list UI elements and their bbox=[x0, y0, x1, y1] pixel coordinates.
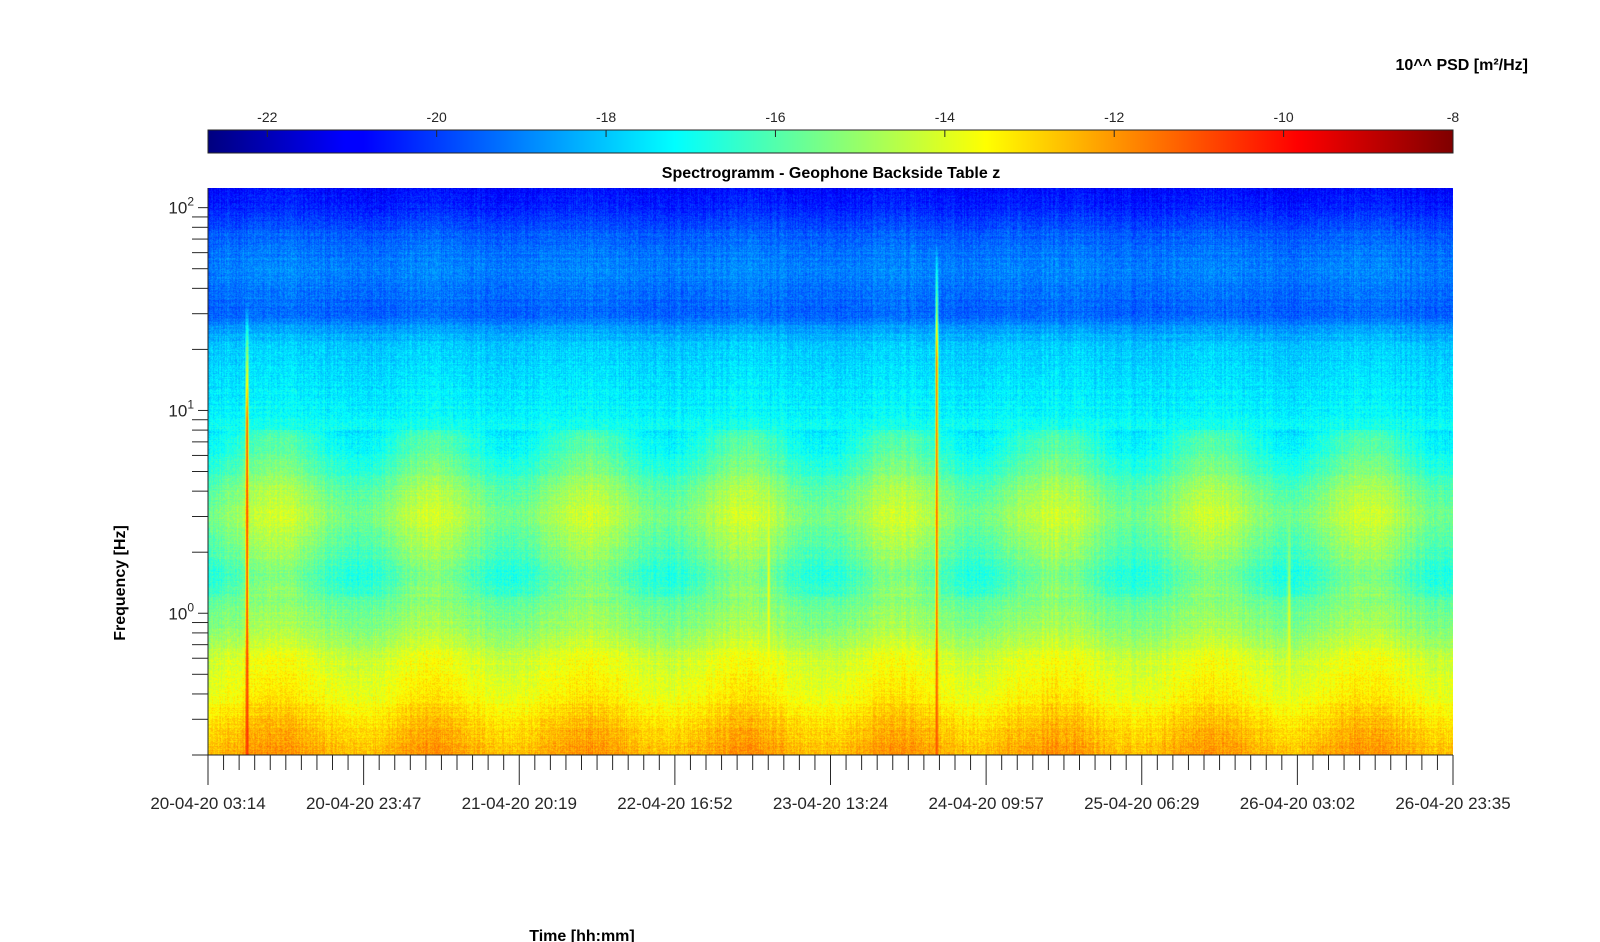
colorbar-tick-label: -20 bbox=[427, 109, 447, 125]
x-axis: 20-04-20 03:14 20-04-20 23:47 21-04-20 20:… bbox=[150, 754, 1511, 813]
x-tick-label: 23-04-20 13:24 bbox=[773, 794, 888, 813]
colorbar-tick-label: -16 bbox=[765, 109, 785, 125]
y-tick-label: 101 bbox=[168, 397, 194, 420]
y-axis: 102 101 100 bbox=[168, 188, 209, 756]
colorbar-ticks: -22 -20 -18 -16 -14 -12 -10 -8 bbox=[257, 109, 1459, 137]
x-tick-label: 24-04-20 09:57 bbox=[928, 794, 1043, 813]
x-tick-label: 25-04-20 06:29 bbox=[1084, 794, 1199, 813]
spectrogram-heatmap bbox=[208, 188, 1453, 755]
x-tick-label: 26-04-20 23:35 bbox=[1395, 794, 1510, 813]
chart-title: Spectrogramm - Geophone Backside Table z bbox=[662, 165, 1000, 182]
x-tick-label: 26-04-20 03:02 bbox=[1240, 794, 1355, 813]
colorbar: -22 -20 -18 -16 -14 -12 -10 -8 bbox=[207, 109, 1459, 154]
colorbar-tick-label: -8 bbox=[1447, 109, 1460, 125]
x-axis-label: Time [hh:mm] bbox=[529, 928, 634, 942]
colorbar-tick-label: -14 bbox=[935, 109, 955, 125]
x-tick-label: 20-04-20 23:47 bbox=[306, 794, 421, 813]
colorbar-tick-label: -10 bbox=[1273, 109, 1293, 125]
colorbar-gradient bbox=[207, 129, 1454, 154]
colorbar-tick-label: -18 bbox=[596, 109, 616, 125]
colorbar-tick-label: -22 bbox=[257, 109, 277, 125]
colorbar-label: 10^^ PSD [m²/Hz] bbox=[1396, 57, 1528, 74]
y-tick-label: 100 bbox=[168, 600, 194, 623]
y-axis-label: Frequency [Hz] bbox=[112, 525, 129, 641]
plot-area: 102 101 100 20-04-20 03:14 20-04-20 23:47 21… bbox=[150, 188, 1511, 813]
colorbar-tick-label: -12 bbox=[1104, 109, 1124, 125]
x-tick-label: 22-04-20 16:52 bbox=[617, 794, 732, 813]
x-tick-label: 21-04-20 20:19 bbox=[462, 794, 577, 813]
x-tick-label: 20-04-20 03:14 bbox=[150, 794, 265, 813]
y-tick-label: 102 bbox=[168, 195, 194, 218]
